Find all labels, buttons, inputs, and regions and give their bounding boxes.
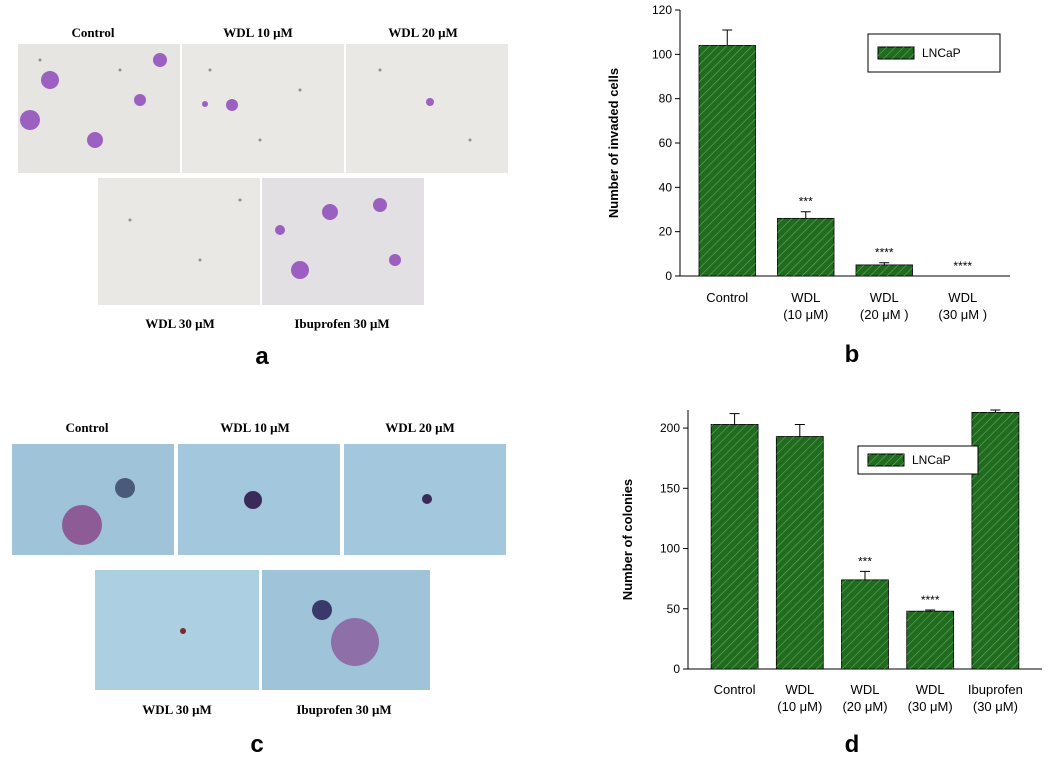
bar-hatch — [855, 264, 913, 276]
image-label: WDL 20 μM — [385, 420, 454, 435]
y-tick-label: 0 — [665, 269, 672, 283]
error-bar — [860, 570, 870, 580]
y-tick-label: 50 — [667, 602, 681, 616]
image-label: Ibuprofen 30 μM — [296, 702, 391, 717]
error-bar — [800, 211, 811, 219]
panel-letter: b — [845, 341, 860, 368]
bar-hatch — [777, 218, 835, 276]
significance: **** — [953, 259, 972, 273]
image-label: WDL 20 μM — [388, 25, 457, 40]
panel-letter: a — [255, 343, 269, 370]
significance: **** — [875, 246, 894, 260]
error-bar — [794, 423, 805, 437]
bar-hatch — [841, 579, 889, 669]
image-label: WDL 30 μM — [145, 316, 214, 331]
error-bar — [729, 413, 740, 425]
y-tick-label: 150 — [660, 481, 680, 495]
x-tick-label: Control — [714, 682, 756, 697]
x-tick-label: WDL (30 μM ) — [938, 290, 987, 322]
legend-label: LNCaP — [922, 46, 961, 60]
image-label: Control — [71, 25, 114, 40]
legend-hatch — [878, 47, 914, 59]
panel-letter: d — [845, 731, 860, 758]
image-label: WDL 10 μM — [220, 420, 289, 435]
image-label: Ibuprofen 30 μM — [294, 316, 389, 331]
x-tick-label: WDL (10 μM) — [783, 290, 828, 322]
significance: *** — [858, 554, 872, 568]
y-tick-label: 60 — [659, 136, 673, 150]
y-tick-label: 20 — [659, 225, 673, 239]
bar-hatch — [971, 412, 1019, 669]
y-tick-label: 80 — [659, 92, 673, 106]
bar-hatch — [711, 424, 759, 669]
panel-a-images — [18, 44, 508, 305]
error-bar — [925, 609, 936, 612]
significance: *** — [799, 195, 813, 209]
y-tick-label: 40 — [659, 180, 673, 194]
x-tick-label: WDL (20 μM ) — [860, 290, 909, 322]
bar-hatch — [906, 611, 954, 669]
image-label: WDL 10 μM — [223, 25, 292, 40]
x-tick-label: WDL (20 μM) — [842, 682, 887, 714]
y-tick-label: 200 — [660, 421, 680, 435]
x-tick-label: WDL (30 μM) — [908, 682, 953, 714]
bar-hatch — [698, 45, 756, 276]
significance: **** — [921, 593, 940, 607]
y-tick-label: 120 — [652, 3, 672, 17]
x-tick-label: Control — [706, 290, 748, 305]
y-tick-label: 0 — [673, 662, 680, 676]
panel-letter: c — [250, 731, 263, 758]
x-tick-label: Ibuprofen (30 μM) — [968, 682, 1023, 714]
bar-hatch — [776, 436, 824, 669]
x-tick-label: WDL (10 μM) — [777, 682, 822, 714]
y-axis-label: Number of invaded cells — [606, 68, 621, 218]
panel-c-images — [12, 444, 506, 690]
legend-hatch — [868, 454, 904, 466]
error-bar — [722, 29, 733, 46]
error-bar — [990, 409, 1001, 413]
image-label: WDL 30 μM — [142, 702, 211, 717]
y-tick-label: 100 — [652, 47, 672, 61]
error-bar — [879, 262, 890, 265]
y-tick-label: 100 — [660, 542, 680, 556]
y-axis-label: Number of colonies — [620, 479, 635, 600]
legend-label: LNCaP — [912, 453, 951, 467]
image-label: Control — [65, 420, 108, 435]
